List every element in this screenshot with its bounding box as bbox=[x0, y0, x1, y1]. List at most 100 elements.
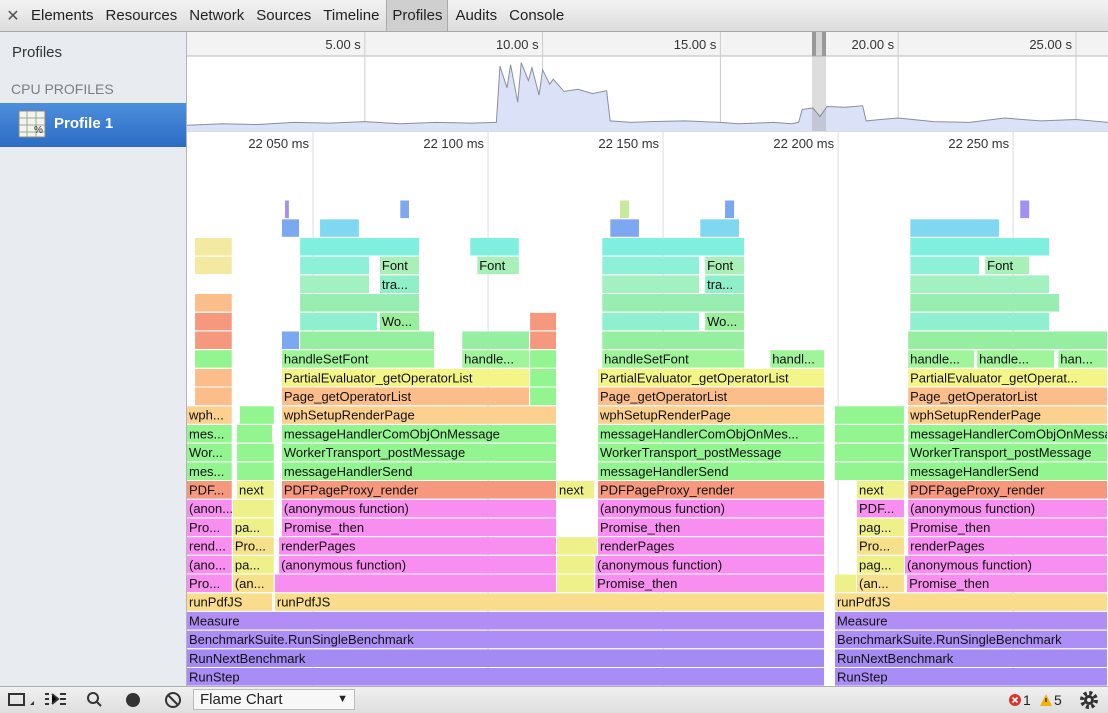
flame-cell: pa... bbox=[232, 518, 274, 537]
flame-bar bbox=[834, 593, 1107, 611]
flame-cell bbox=[320, 219, 359, 237]
overview-window[interactable] bbox=[812, 32, 826, 131]
flame-bar bbox=[597, 537, 825, 555]
flame-label: (anon... bbox=[189, 501, 233, 516]
flame-label: BenchmarkSuite.RunSingleBenchmark bbox=[837, 632, 1062, 647]
flame-label: Pro... bbox=[859, 539, 890, 554]
flame-bar bbox=[237, 462, 274, 480]
flame-cell: handle... bbox=[908, 350, 974, 368]
flame-bar bbox=[834, 462, 904, 480]
flame-cell bbox=[195, 294, 232, 312]
flame-bar bbox=[908, 462, 1107, 480]
flame-cell: Font bbox=[477, 256, 519, 275]
flame-label: Promise_then bbox=[910, 520, 990, 535]
flame-cell: runPdfJS bbox=[274, 593, 825, 611]
flame-bar bbox=[281, 518, 557, 537]
flame-cell: PDFPageProxy_render bbox=[908, 481, 1107, 499]
flame-bar bbox=[908, 368, 1107, 387]
flame-label: han... bbox=[1060, 352, 1093, 367]
tab[interactable]: Console bbox=[509, 7, 565, 24]
tab[interactable]: Audits bbox=[455, 7, 498, 24]
warning-icon bbox=[1040, 694, 1052, 706]
flame-bar bbox=[279, 537, 557, 555]
flame-cell: Font bbox=[985, 256, 1030, 275]
flame-bar bbox=[770, 350, 825, 368]
flame-bar bbox=[281, 387, 530, 406]
window-handle[interactable] bbox=[812, 32, 816, 56]
flame-label: handle... bbox=[910, 352, 960, 367]
window-handle[interactable] bbox=[822, 32, 826, 56]
flame-bar bbox=[232, 518, 274, 537]
flame-bar bbox=[834, 443, 904, 462]
settings-gear[interactable] bbox=[1078, 689, 1100, 711]
flame-bar bbox=[187, 443, 232, 462]
flame-cell bbox=[239, 406, 274, 424]
flame-label: Promise_then bbox=[600, 520, 680, 535]
flame-bar bbox=[195, 368, 232, 387]
cpu-line bbox=[187, 62, 1108, 126]
flame-cell: next bbox=[237, 481, 274, 499]
flame-label: PartialEvaluator_getOperatorList bbox=[600, 370, 789, 385]
flame-cell: Promise_then bbox=[281, 518, 557, 537]
x-tick-label: 22 100 ms bbox=[423, 136, 484, 151]
profile-label: Profile 1 bbox=[54, 115, 114, 132]
flame-bar bbox=[195, 387, 232, 406]
flame-bar bbox=[281, 350, 435, 368]
flame-cell bbox=[195, 350, 232, 368]
flame-bar bbox=[908, 537, 1107, 555]
flame-label: runPdfJS bbox=[837, 595, 891, 610]
flame-bar bbox=[187, 593, 273, 611]
flame-cell bbox=[237, 443, 274, 462]
flame-cell: RunStep bbox=[834, 668, 1107, 686]
flame-label: next bbox=[859, 483, 884, 498]
error-count[interactable]: 1 bbox=[1023, 692, 1031, 708]
profile-item[interactable]: % Profile 1 bbox=[0, 103, 186, 147]
tab-bar: ✕ Elements Resources Network Sources Timelin… bbox=[0, 0, 1108, 32]
flame-cell: BenchmarkSuite.RunSingleBenchmark bbox=[834, 630, 1107, 649]
flame-cell bbox=[910, 237, 1050, 256]
flame-label: pag... bbox=[859, 557, 892, 572]
view-select[interactable]: Flame Chart ▼ bbox=[193, 689, 355, 710]
flame-bar bbox=[597, 518, 825, 537]
flame-bar bbox=[602, 350, 744, 368]
flame-bar bbox=[904, 555, 1107, 574]
tab[interactable]: Network bbox=[189, 7, 245, 24]
flame-cell bbox=[557, 537, 597, 555]
warning-count[interactable]: 5 bbox=[1054, 692, 1062, 708]
flame-cell: renderPages bbox=[908, 537, 1107, 555]
flame-bar bbox=[195, 331, 232, 350]
flame-label: Promise_then bbox=[597, 576, 677, 591]
tab[interactable]: Timeline bbox=[323, 7, 380, 24]
flame-label: handle... bbox=[464, 352, 514, 367]
flame-cell bbox=[237, 462, 274, 480]
flame-cell: (anonymous function) bbox=[279, 555, 557, 574]
flame-cell bbox=[281, 219, 300, 237]
tab[interactable]: Profiles bbox=[386, 0, 449, 31]
flame-bar bbox=[597, 481, 825, 499]
flame-cell: messageHandlerComObjOnMes... bbox=[597, 424, 825, 443]
flame-cell: (anonymous function) bbox=[281, 499, 557, 518]
tab[interactable]: Resources bbox=[105, 7, 178, 24]
flame-bar bbox=[857, 518, 904, 537]
flame-cell: WorkerTransport_postMessage bbox=[908, 443, 1107, 462]
x-tick-label: 15.00 s bbox=[674, 37, 717, 52]
flame-label: Page_getOperatorList bbox=[910, 389, 1038, 404]
flame-cell bbox=[300, 256, 370, 275]
flame-cell bbox=[602, 294, 744, 312]
flame-label: wphSetupRenderPage bbox=[599, 408, 731, 423]
flame-bar bbox=[281, 481, 557, 499]
flame-bar bbox=[530, 350, 557, 368]
overview-ruler bbox=[187, 32, 1108, 56]
flame-cell bbox=[195, 368, 232, 387]
flame-cell: (anon... bbox=[187, 499, 233, 518]
flame-cell: Pro... bbox=[857, 537, 904, 555]
flame-label: RunNextBenchmark bbox=[837, 651, 954, 666]
tab[interactable]: Elements bbox=[31, 7, 94, 24]
flame-cell bbox=[530, 331, 557, 350]
flame-cell bbox=[530, 350, 557, 368]
flame-label: runPdfJS bbox=[189, 595, 243, 610]
close-button[interactable]: ✕ bbox=[6, 7, 20, 25]
flame-cell: Promise_then bbox=[595, 574, 825, 593]
tab[interactable]: Sources bbox=[256, 7, 312, 24]
flame-bar bbox=[602, 312, 700, 331]
